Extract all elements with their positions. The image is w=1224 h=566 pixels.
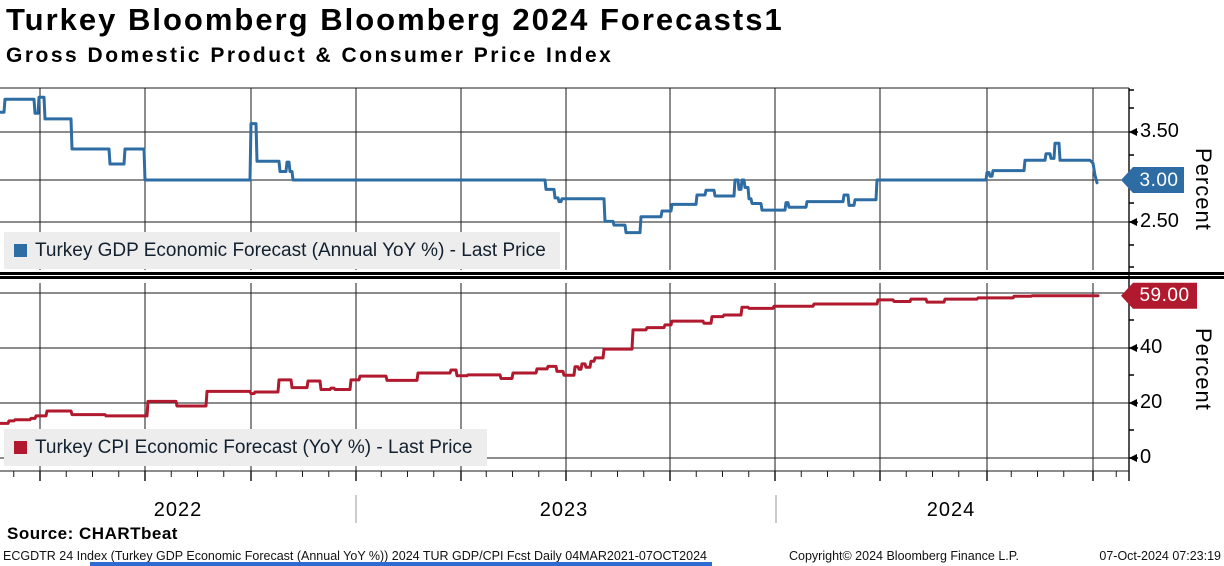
legend-cpi[interactable]: Turkey CPI Economic Forecast (YoY %) - L…: [4, 429, 487, 466]
ytick-bot-40: 40: [1140, 336, 1163, 358]
ytick-bot-0: 0: [1140, 446, 1152, 468]
legend-gdp[interactable]: Turkey GDP Economic Forecast (Annual YoY…: [4, 232, 560, 269]
footer-security-info: ECGDTR 24 Index (Turkey GDP Economic For…: [3, 549, 707, 563]
cpi-series-swatch-icon: [14, 441, 27, 454]
page-title: Turkey Bloomberg Bloomberg 2024 Forecast…: [6, 2, 784, 37]
y-axis-label-top: Percent: [1191, 148, 1216, 231]
cpi-last-price-tag[interactable]: 59.00: [1139, 285, 1190, 306]
footer-copyright: Copyright© 2024 Bloomberg Finance L.P.: [789, 549, 1019, 563]
bottom-window-strip: [90, 562, 712, 566]
gdp-series-swatch-icon: [14, 244, 27, 257]
xtick-2022: 2022: [153, 499, 203, 521]
gdp-last-price-tag[interactable]: 3.00: [1139, 170, 1179, 191]
xtick-2024: 2024: [926, 499, 976, 521]
xtick-2023: 2023: [539, 499, 589, 521]
page-subtitle: Gross Domestic Product & Consumer Price …: [6, 44, 614, 67]
source-line: Source: CHARTbeat: [7, 524, 178, 543]
y-axis-label-bottom: Percent: [1191, 328, 1216, 411]
footer-timestamp: 07-Oct-2024 07:23:19: [1099, 549, 1221, 563]
ytick-top-3-50: 3.50: [1140, 120, 1179, 142]
legend-gdp-label: Turkey GDP Economic Forecast (Annual YoY…: [35, 239, 546, 261]
ytick-bot-20: 20: [1140, 391, 1163, 413]
ytick-top-2-50: 2.50: [1140, 210, 1179, 232]
legend-cpi-label: Turkey CPI Economic Forecast (YoY %) - L…: [35, 436, 473, 458]
